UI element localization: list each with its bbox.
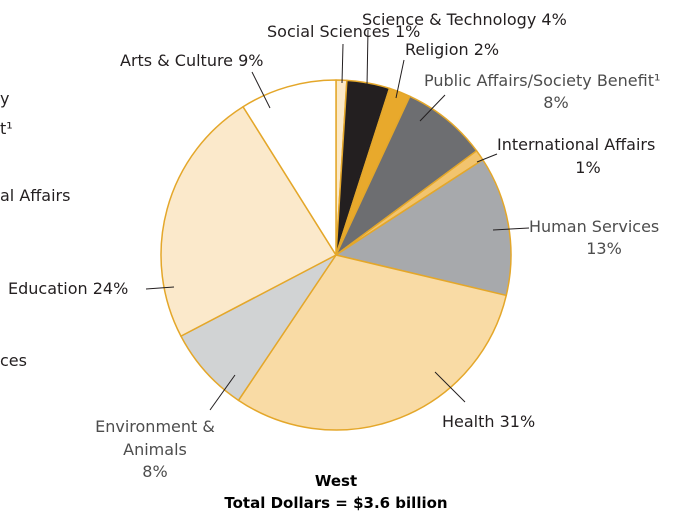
slice-label-6-line-2: 13%	[586, 239, 622, 258]
pie-slice-7	[237, 254, 508, 431]
slice-label-1-line-1: Social Sciences 1%	[267, 22, 420, 41]
cropped-fragment-2: t¹	[0, 119, 13, 138]
slice-label-7-line-1: Health 31%	[442, 412, 535, 431]
pie-slice-9	[160, 105, 337, 337]
slice-label-5-line-1: International Affairs	[497, 135, 655, 154]
slice-label-3-line-1: Religion 2%	[405, 40, 499, 59]
slice-label-2-line-1: Science & Technology 4%	[362, 10, 567, 29]
cropped-fragment-4: ces	[0, 351, 27, 370]
leader-lines	[145, 29, 530, 411]
leader-line-5	[476, 153, 498, 163]
leader-line-6	[492, 227, 530, 231]
slice-label-8-line-2: Animals	[123, 440, 187, 459]
leader-line-7	[434, 371, 466, 403]
slice-label-8-line-1: Environment &	[95, 417, 215, 436]
chart-title: West	[315, 472, 357, 490]
pie-slice-10	[242, 79, 337, 256]
leader-line-4	[419, 94, 446, 122]
leader-line-2	[366, 29, 369, 87]
cropped-fragment-3: al Affairs	[0, 186, 70, 205]
slice-label-4-line-1: Public Affairs/Society Benefit¹	[424, 71, 660, 90]
slice-label-8-line-3: 8%	[142, 462, 167, 481]
slice-label-10-line-1: Arts & Culture 9%	[120, 51, 264, 70]
leader-line-9	[145, 286, 175, 290]
pie-slice-6	[335, 159, 512, 297]
slice-labels: Social Sciences 1%Science & Technology 4…	[8, 10, 660, 481]
slice-label-6-line-1: Human Services	[529, 217, 659, 236]
slice-label-9-line-1: Education 24%	[8, 279, 128, 298]
pie-slices	[160, 79, 512, 431]
slice-label-4-line-2: 8%	[543, 93, 568, 112]
leader-line-10	[251, 71, 271, 109]
slice-label-5-line-2: 1%	[575, 158, 600, 177]
chart-subtitle: Total Dollars = $3.6 billion	[224, 494, 447, 512]
leader-line-3	[395, 59, 405, 99]
leader-line-8	[209, 374, 236, 411]
cropped-fragment-1: y	[0, 89, 9, 108]
leader-line-1	[341, 43, 344, 84]
